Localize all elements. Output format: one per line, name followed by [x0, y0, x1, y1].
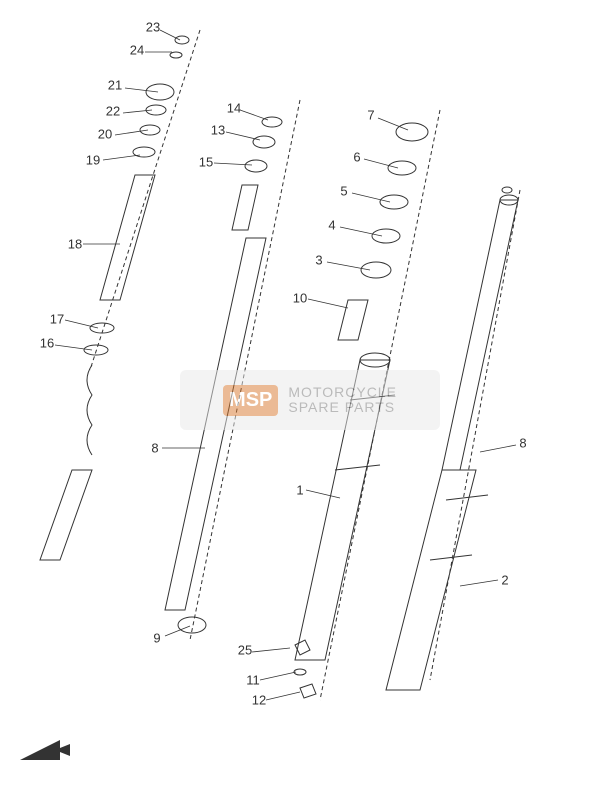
callout-6: 6 — [353, 150, 360, 165]
callout-11: 11 — [246, 673, 260, 688]
callout-9: 9 — [153, 631, 160, 646]
diagram-canvas: 2324212220191413151817167654310818292511… — [0, 0, 600, 787]
callout-19: 19 — [86, 153, 100, 168]
callout-8: 8 — [519, 436, 526, 451]
callout-8: 8 — [151, 441, 158, 456]
callout-14: 14 — [227, 101, 241, 116]
callout-17: 17 — [50, 312, 64, 327]
callout-22: 22 — [106, 104, 120, 119]
callout-4: 4 — [328, 218, 335, 233]
callout-3: 3 — [315, 253, 322, 268]
callout-21: 21 — [108, 78, 122, 93]
callout-12: 12 — [252, 693, 266, 708]
watermark: MSP MOTORCYCLE SPARE PARTS — [180, 370, 440, 430]
callout-10: 10 — [293, 291, 307, 306]
callout-13: 13 — [211, 123, 225, 138]
callout-7: 7 — [367, 108, 374, 123]
callout-18: 18 — [68, 237, 82, 252]
callout-1: 1 — [296, 483, 303, 498]
callout-2: 2 — [501, 573, 508, 588]
callout-5: 5 — [340, 184, 347, 199]
callout-25: 25 — [238, 643, 252, 658]
watermark-text: MOTORCYCLE SPARE PARTS — [288, 385, 397, 416]
watermark-logo: MSP — [223, 385, 278, 416]
callout-24: 24 — [130, 43, 144, 58]
callout-20: 20 — [98, 127, 112, 142]
callout-23: 23 — [146, 20, 160, 35]
callout-15: 15 — [199, 155, 213, 170]
orientation-arrow — [15, 730, 75, 770]
callout-16: 16 — [40, 336, 54, 351]
